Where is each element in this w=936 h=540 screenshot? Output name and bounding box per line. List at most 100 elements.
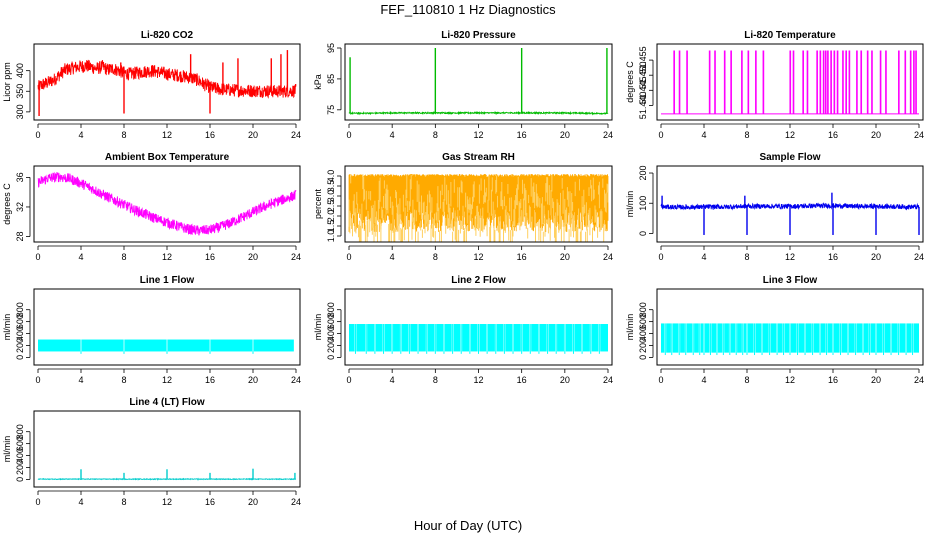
- flow-band: [384, 324, 392, 352]
- x-tick-label: 4: [701, 130, 706, 140]
- flow-band: [700, 323, 704, 353]
- x-tick-label: 12: [473, 252, 483, 262]
- flow-band: [717, 323, 723, 353]
- x-tick-label: 16: [517, 252, 527, 262]
- x-tick-label: 0: [35, 375, 40, 385]
- y-axis-label: kPa: [313, 74, 323, 90]
- y-tick-label: 400: [15, 326, 25, 341]
- flow-band: [704, 323, 710, 353]
- y-tick-label: 800: [638, 302, 648, 317]
- chart-title: Li-820 CO2: [141, 30, 194, 41]
- x-tick-label: 24: [603, 375, 613, 385]
- plot-frame: [33, 410, 301, 488]
- plot-frame: [344, 43, 613, 121]
- x-tick-label: 16: [828, 252, 838, 262]
- chart-panel-3: Ambient Box Temperature 0 4 8 12 16 20 24 28 32 36…: [2, 152, 301, 262]
- flow-band: [539, 324, 547, 352]
- flow-band: [479, 324, 487, 352]
- x-tick-label: 0: [346, 252, 351, 262]
- y-tick-label: 100: [638, 196, 648, 211]
- flow-band: [436, 324, 444, 352]
- y-axis-label: percent: [313, 188, 323, 219]
- x-tick-label: 16: [828, 375, 838, 385]
- x-tick-label: 20: [248, 375, 258, 385]
- flow-band: [600, 324, 608, 352]
- flow-band: [349, 324, 355, 352]
- y-tick-label: 200: [638, 338, 648, 353]
- chart-title: Li-820 Temperature: [744, 30, 836, 41]
- y-tick-label: 800: [15, 302, 25, 317]
- chart-title: Sample Flow: [759, 152, 820, 163]
- x-tick-label: 0: [658, 375, 663, 385]
- flow-band: [770, 323, 777, 353]
- flow-band: [487, 324, 495, 352]
- x-tick-label: 8: [121, 497, 126, 507]
- flow-band: [582, 324, 590, 352]
- flow-band: [827, 323, 833, 353]
- y-tick-label: 28: [15, 232, 25, 242]
- flow-band: [574, 324, 582, 352]
- chart-data-layer: [37, 50, 297, 116]
- y-axis-label: Licor ppm: [2, 62, 12, 102]
- x-tick-label: 20: [871, 375, 881, 385]
- x-tick-label: 20: [248, 130, 258, 140]
- x-tick-label: 16: [205, 252, 215, 262]
- y-tick-label: 200: [15, 460, 25, 475]
- y-tick-label: 2.5: [326, 200, 336, 213]
- y-tick-label: 200: [15, 338, 25, 353]
- y-tick-label: 0: [638, 355, 648, 360]
- y-axis-label: ml/min: [313, 314, 323, 341]
- flow-band: [848, 323, 855, 353]
- x-tick-label: 8: [433, 252, 438, 262]
- x-tick-label: 12: [162, 252, 172, 262]
- flow-band: [841, 323, 848, 353]
- flow-band: [427, 324, 435, 352]
- x-tick-label: 0: [35, 130, 40, 140]
- x-tick-label: 16: [828, 130, 838, 140]
- y-tick-label: 4.0: [326, 170, 336, 183]
- x-tick-label: 8: [121, 375, 126, 385]
- chart-title: Line 1 Flow: [140, 275, 195, 286]
- y-tick-label: 600: [326, 314, 336, 329]
- x-tick-label: 24: [291, 130, 301, 140]
- figure-title: FEF_110810 1 Hz Diagnostics: [380, 2, 556, 17]
- chart-data-layer: [37, 171, 297, 236]
- flow-band: [784, 323, 790, 353]
- chart-panel-2: Li-820 Temperature 0 4 8 12 16 20 24 51.44051.44…: [625, 30, 924, 140]
- x-tick-label: 8: [744, 130, 749, 140]
- plot-frame: [656, 43, 924, 121]
- x-tick-label: 12: [162, 130, 172, 140]
- flow-band: [863, 323, 869, 353]
- y-tick-label: 200: [326, 338, 336, 353]
- y-tick-label: 1.5: [326, 220, 336, 233]
- x-tick-label: 16: [517, 375, 527, 385]
- flow-band: [81, 339, 124, 352]
- y-axis-label: ml/min: [625, 191, 635, 218]
- series-band-light: [348, 174, 609, 242]
- y-tick-label: 3.0: [326, 190, 336, 203]
- flow-band: [680, 323, 685, 353]
- flow-band: [899, 323, 906, 353]
- flow-band: [462, 324, 470, 352]
- flow-band: [253, 339, 294, 352]
- x-tick-label: 8: [744, 252, 749, 262]
- x-tick-label: 20: [248, 497, 258, 507]
- flow-band: [891, 323, 898, 353]
- plot-frame: [33, 165, 301, 243]
- flow-band: [790, 323, 797, 353]
- y-tick-label: 600: [638, 314, 648, 329]
- flow-band: [906, 323, 912, 353]
- flow-band: [856, 323, 863, 353]
- x-tick-label: 0: [346, 130, 351, 140]
- flow-band: [38, 339, 81, 352]
- y-tick-label: 1.0: [326, 230, 336, 243]
- y-tick-label: 32: [15, 202, 25, 212]
- flow-band: [737, 323, 742, 353]
- y-tick-label: 800: [15, 424, 25, 439]
- chart-title: Line 4 (LT) Flow: [129, 397, 205, 408]
- x-tick-label: 12: [162, 375, 172, 385]
- flow-band: [513, 324, 521, 352]
